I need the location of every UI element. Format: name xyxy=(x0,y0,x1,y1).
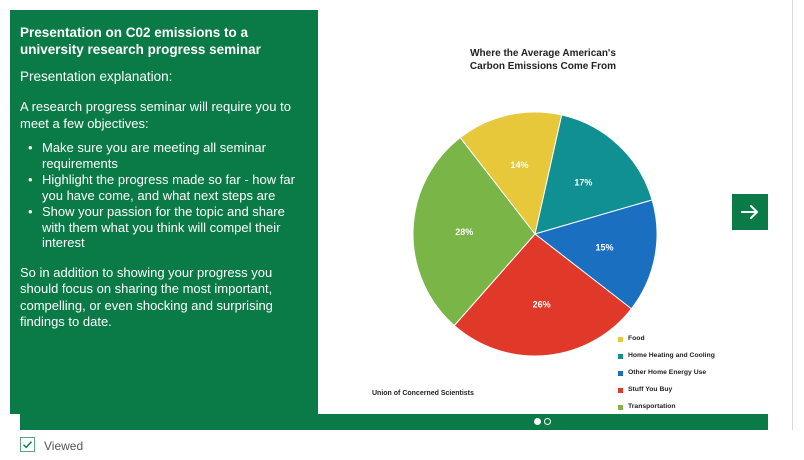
legend-label: Stuff You Buy xyxy=(628,386,673,393)
bottom-bar xyxy=(20,414,768,430)
legend-label: Other Home Energy Use xyxy=(628,369,707,376)
chart-title: Where the Average American's Carbon Emis… xyxy=(318,48,768,73)
viewed-checkbox[interactable] xyxy=(20,437,35,452)
chart-source: Union of Concerned Scientists xyxy=(372,390,474,397)
pie-slice-transportation xyxy=(412,136,536,327)
objectives-list: • Make sure you are meeting all seminar r… xyxy=(20,140,308,251)
pager-dot-1[interactable] xyxy=(534,418,541,425)
legend-swatch xyxy=(618,388,623,393)
legend-swatch xyxy=(618,371,623,376)
objective-item: • Highlight the progress made so far - ho… xyxy=(28,172,295,203)
pie-label: 26% xyxy=(533,299,551,309)
viewed-label: Viewed xyxy=(44,439,84,453)
pie-slice-other-home-energy-use xyxy=(533,199,658,310)
legend-swatch xyxy=(618,405,623,410)
pie-label: 17% xyxy=(574,177,592,187)
pie-slice-stuff-you-buy xyxy=(453,233,633,357)
explanation-panel: Presentation on C02 emissions to a unive… xyxy=(10,10,318,414)
legend-swatch xyxy=(618,354,623,359)
legend-label: Transportation xyxy=(628,403,676,410)
pie-label: 28% xyxy=(455,227,473,237)
objective-text: Make sure you are meeting all seminar re… xyxy=(42,140,266,171)
pie-label: 14% xyxy=(511,160,529,170)
panel-closing: So in addition to showing your progress … xyxy=(20,264,273,330)
panel-intro: A research progress seminar will require… xyxy=(20,99,291,131)
chart-title-line-2: Carbon Emissions Come From xyxy=(469,60,617,72)
pie-slice-food xyxy=(459,111,563,236)
panel-subtitle: Presentation explanation: xyxy=(20,69,173,84)
next-slide-button[interactable] xyxy=(732,194,768,230)
pie-label: 15% xyxy=(595,242,613,252)
arrow-right-icon xyxy=(741,205,758,219)
legend-swatch xyxy=(618,337,623,342)
legend-label: Home Heating and Cooling xyxy=(628,352,715,359)
chart-area: Where the Average American's Carbon Emis… xyxy=(318,10,768,414)
pie-slice-home-heating-and-cooling xyxy=(534,114,653,235)
chart-title-line-1: Where the Average American's xyxy=(470,48,616,59)
check-icon xyxy=(23,441,33,449)
legend-label: Food xyxy=(628,335,645,342)
pager-dot-2[interactable] xyxy=(544,418,551,425)
pie-chart: 17% 15% 26% 28% 14% xyxy=(412,111,658,357)
objective-item: • Show your passion for the topic and sha… xyxy=(28,204,285,250)
objective-item: • Make sure you are meeting all seminar r… xyxy=(28,140,266,171)
objective-text: Show your passion for the topic and shar… xyxy=(42,204,285,250)
objective-text: Highlight the progress made so far - how… xyxy=(42,172,295,203)
panel-title: Presentation on C02 emissions to a unive… xyxy=(20,25,261,57)
